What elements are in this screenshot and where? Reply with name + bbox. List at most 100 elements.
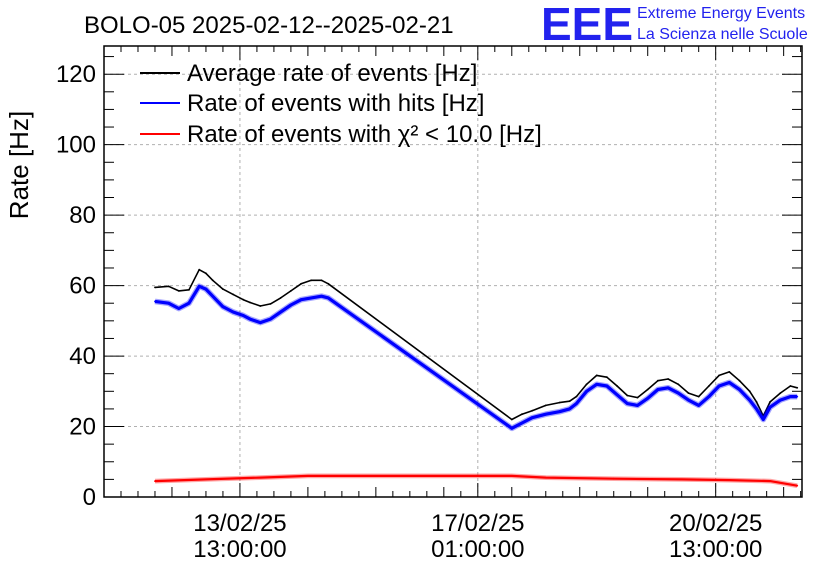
y-tick-label: 40 [69,343,96,370]
legend-label: Rate of events with χ² < 10.0 [Hz] [187,121,542,148]
data-point [626,394,629,397]
data-point [558,410,561,413]
data-point [779,399,782,401]
data-point [205,478,207,481]
data-point [789,395,792,398]
data-point [728,479,731,481]
data-point [222,305,224,308]
data-point [177,307,180,310]
data-point [242,314,245,317]
data-point [677,383,680,386]
legend-label: Rate of events with hits [Hz] [187,90,484,117]
data-point [796,395,799,398]
data-point [167,302,170,305]
data-point [259,305,262,307]
logo-line-2: La Scienza nelle Scuole [637,26,808,43]
grid-lines [104,46,802,497]
data-point [320,279,323,282]
data-point [657,379,659,382]
data-point [646,388,649,391]
logo-mark: EEE [541,0,633,50]
data-point [636,404,639,407]
legend: Average rate of events [Hz] Rate of event… [140,60,542,148]
data-point [510,475,513,477]
y-tick-label: 60 [69,273,96,300]
data-point [568,408,571,410]
data-point [544,476,547,479]
data-point [222,288,224,290]
axes: 02040608010012013/02/2513:00:0017/02/250… [56,45,803,563]
data-point [510,418,513,421]
data-point [796,386,799,389]
data-point [697,404,700,407]
data-point [595,374,598,377]
x-tick-time: 01:00:00 [431,536,524,563]
data-point [718,385,720,387]
data-point [300,298,302,301]
y-axis-label: Rate [Hz] [4,111,34,219]
data-point [738,379,741,382]
x-tick-time: 13:00:00 [669,536,762,563]
y-tick-label: 20 [69,414,96,441]
data-point [310,297,313,299]
y-tick-label: 120 [56,61,96,88]
plot-frame [103,45,803,498]
data-point [616,393,618,396]
data-point [646,397,649,400]
data-point [521,422,523,424]
data-point [748,390,751,393]
data-point [575,402,578,405]
data-point [606,385,608,387]
data-point [738,388,741,391]
data-point [769,480,771,482]
data-point [568,400,571,403]
data-point [755,401,758,403]
data-point [697,395,700,398]
data-point [728,371,731,373]
data-point [531,409,534,412]
data-point [708,385,710,387]
legend-label: Average rate of events [Hz] [187,60,477,87]
logo-line-1: Extreme Energy Events [637,5,805,22]
data-point [205,288,207,290]
data-point [269,318,272,320]
data-point [657,388,659,391]
data-point [327,297,330,299]
data-point [544,404,547,407]
data-point [585,383,588,386]
eee-logo: EEE Extreme Energy Events La Scienza nel… [541,0,808,50]
data-point [687,399,690,401]
data-point [769,401,771,403]
data-point [198,285,201,288]
data-point [279,311,282,313]
series-rate-chi2 [154,474,798,487]
y-tick-label: 80 [69,202,96,229]
x-tick-date: 20/02/25 [669,510,762,537]
data-point [188,288,190,291]
data-point [687,392,690,394]
data-point [748,399,751,401]
data-point [205,272,207,275]
data-point [728,381,731,384]
data-point [769,406,771,409]
data-point [232,293,235,296]
data-point [558,401,561,404]
data-point [616,385,618,387]
data-point [796,484,799,487]
data-point [279,297,282,299]
data-point [626,402,629,405]
data-point [232,311,235,313]
data-point [259,321,262,324]
y-tick-label: 0 [83,484,96,511]
data-point [269,303,272,305]
data-point [188,302,190,305]
data-point [177,290,180,292]
data-point [242,298,245,301]
x-tick-time: 13:00:00 [193,536,286,563]
data-point [154,480,156,482]
data-point [595,383,598,386]
data-point [310,279,313,282]
data-point [249,301,252,304]
data-point [544,413,547,416]
